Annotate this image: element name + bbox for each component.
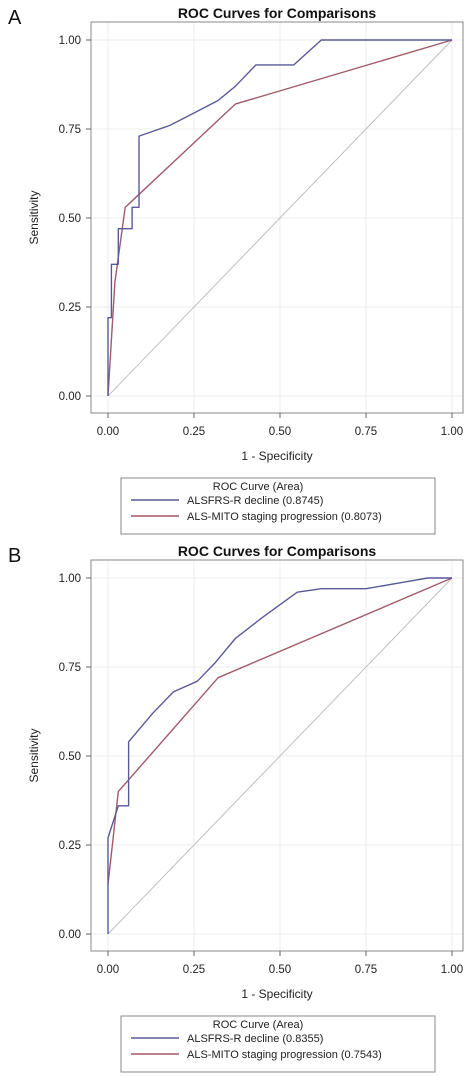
- y-tick-label: 0.50: [59, 751, 81, 763]
- legend-entry-area: (0.8745): [279, 495, 323, 507]
- panel-letter: A: [8, 7, 22, 29]
- y-tick-label: 0.25: [59, 302, 81, 314]
- x-tick-label: 0.75: [355, 426, 377, 438]
- y-tick-label: 1.00: [59, 573, 81, 585]
- panel-a: A ROC Curves for Comparisons 0.00 0.00 0.25 0…: [8, 5, 464, 535]
- roc-chart-a: A ROC Curves for Comparisons 0.00 0.00 0.25 0…: [8, 5, 464, 535]
- x-tick-label: 0.50: [269, 964, 291, 976]
- y-tick-label: 0.50: [59, 213, 81, 225]
- panel-b: B ROC Curves for Comparisons 0.00 0.00 0.25 0…: [0, 538, 465, 1076]
- y-tick-label: 0.25: [59, 840, 81, 852]
- y-tick-label: 0.75: [59, 662, 81, 674]
- y-tick-label: 0.00: [59, 929, 81, 941]
- legend-title: ROC Curve (Area): [213, 481, 303, 493]
- panel-letter: B: [8, 545, 21, 567]
- y-axis-label: Sensitivity: [27, 190, 41, 244]
- als-mito-staging-curve: [107, 39, 453, 397]
- chart-title: ROC Curves for Comparisons: [178, 5, 377, 21]
- legend-title: ROC Curve (Area): [213, 1019, 303, 1031]
- x-tick-label: 0.00: [97, 426, 119, 438]
- legend-entry-label: ALSFRS-R decline (0.8745): [187, 495, 323, 507]
- als-mito-staging-curve: [107, 577, 453, 885]
- chart-title: ROC Curves for Comparisons: [178, 543, 377, 559]
- legend-entry-area: (0.8073): [338, 511, 382, 523]
- reference-diagonal-line: [107, 39, 453, 397]
- legend-entry-area: (0.7543): [338, 1049, 382, 1061]
- y-tick-label: 0.75: [59, 124, 81, 136]
- legend-entry-label: ALS-MITO staging progression (0.8073): [187, 511, 382, 523]
- legend-box: [120, 1015, 436, 1073]
- x-tick-label: 0.25: [183, 426, 205, 438]
- alsfrs-r-decline-curve: [107, 39, 452, 396]
- legend-entry-area: (0.8355): [279, 1033, 323, 1045]
- x-tick-label: 0.00: [97, 964, 119, 976]
- legend-entry-label: ALS-MITO staging progression (0.7543): [187, 1049, 382, 1061]
- x-tick-label: 0.25: [183, 964, 205, 976]
- y-axis-label: Sensitivity: [27, 728, 41, 782]
- y-tick-label: 1.00: [59, 35, 81, 47]
- alsfrs-r-decline-curve: [107, 577, 452, 934]
- y-tick-label: 0.00: [59, 391, 81, 403]
- x-tick-label: 1.00: [441, 964, 463, 976]
- roc-chart-b: B ROC Curves for Comparisons 0.00 0.00 0.25 0…: [8, 543, 464, 1073]
- x-tick-label: 0.75: [355, 964, 377, 976]
- x-tick-label: 1.00: [441, 426, 463, 438]
- legend-entry-label: ALSFRS-R decline (0.8355): [187, 1033, 323, 1045]
- x-axis-label: 1 - Specificity: [241, 449, 312, 463]
- x-tick-label: 0.50: [269, 426, 291, 438]
- reference-diagonal-line: [107, 577, 453, 935]
- legend-box: [120, 477, 436, 535]
- x-axis-label: 1 - Specificity: [241, 987, 312, 1001]
